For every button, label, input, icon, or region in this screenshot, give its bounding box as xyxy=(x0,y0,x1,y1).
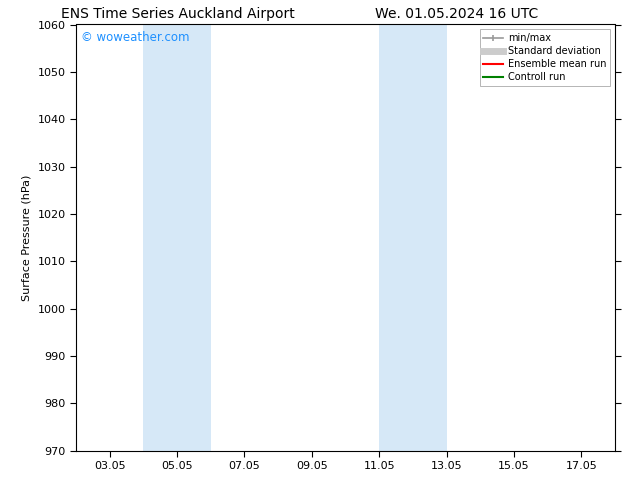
Text: © woweather.com: © woweather.com xyxy=(81,31,190,44)
Bar xyxy=(143,24,210,451)
Legend: min/max, Standard deviation, Ensemble mean run, Controll run: min/max, Standard deviation, Ensemble me… xyxy=(479,29,610,86)
Text: ENS Time Series Auckland Airport: ENS Time Series Auckland Airport xyxy=(61,7,294,22)
Y-axis label: Surface Pressure (hPa): Surface Pressure (hPa) xyxy=(22,174,32,301)
Text: We. 01.05.2024 16 UTC: We. 01.05.2024 16 UTC xyxy=(375,7,538,22)
Bar xyxy=(379,24,446,451)
